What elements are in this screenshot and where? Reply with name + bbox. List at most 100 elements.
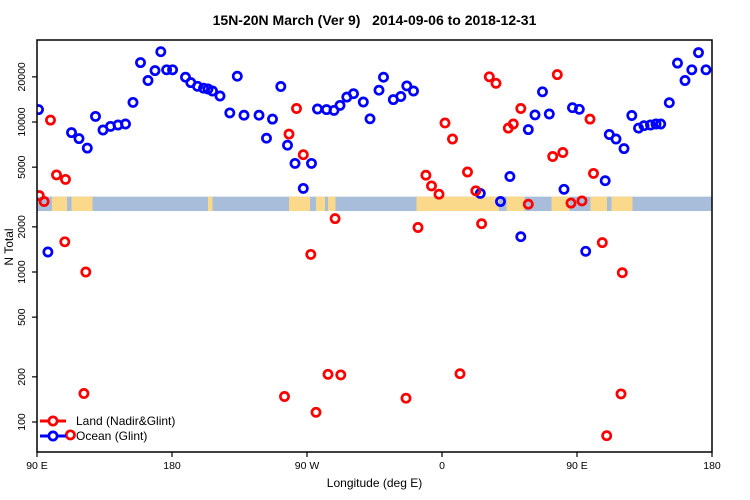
data-point-ocean xyxy=(364,113,376,125)
data-point-ocean xyxy=(700,64,712,76)
data-point-ocean xyxy=(650,118,662,130)
data-point-land xyxy=(515,103,527,114)
data-point-ocean xyxy=(573,103,585,115)
data-point-land xyxy=(329,213,341,225)
map-strip-land-segment xyxy=(71,196,93,212)
data-point-land xyxy=(400,392,412,404)
data-point-ocean xyxy=(231,70,243,82)
data-point-land xyxy=(59,236,71,248)
map-strip-land-segment xyxy=(52,196,67,212)
data-point-ocean xyxy=(626,110,638,121)
data-point-land xyxy=(476,218,488,230)
data-point-land xyxy=(439,117,451,129)
y-tick-label: 20000 xyxy=(16,62,28,91)
y-tick-label: 2000 xyxy=(16,215,28,239)
data-point-ocean xyxy=(672,57,683,69)
data-point-ocean xyxy=(161,64,173,76)
data-point-ocean xyxy=(610,133,622,145)
data-point-land xyxy=(588,167,599,179)
x-tick-label: 180 xyxy=(163,460,181,472)
map-strip-land-segment xyxy=(416,196,499,212)
data-point-ocean xyxy=(90,110,101,122)
data-point-ocean xyxy=(401,80,413,92)
data-point-land xyxy=(615,388,627,400)
data-point-ocean xyxy=(357,96,369,108)
data-point-land xyxy=(454,368,466,380)
data-point-land xyxy=(335,369,347,381)
data-point-ocean xyxy=(408,85,419,97)
map-strip-land-segment xyxy=(289,196,310,212)
data-point-land xyxy=(297,149,309,161)
data-point-land xyxy=(584,113,596,125)
map-strip-ocean xyxy=(37,196,712,212)
y-tick-label: 1000 xyxy=(16,260,28,284)
data-point-land xyxy=(576,195,588,207)
data-point-land xyxy=(483,71,495,83)
y-tick-label: 200 xyxy=(16,368,28,386)
data-point-ocean xyxy=(66,127,77,139)
y-tick-label: 100 xyxy=(16,413,28,431)
data-point-land xyxy=(522,198,534,210)
data-point-land xyxy=(596,237,608,249)
data-point-land xyxy=(412,222,424,233)
data-point-ocean xyxy=(522,124,534,136)
data-point-ocean xyxy=(81,142,93,154)
data-point-ocean xyxy=(693,47,704,59)
x-tick-label: 90 E xyxy=(26,460,48,472)
data-point-ocean xyxy=(42,246,54,258)
data-point-ocean xyxy=(238,109,250,121)
data-point-land xyxy=(322,368,334,380)
map-strip-land-segment xyxy=(316,196,325,212)
legend-label-ocean: Ocean (Glint) xyxy=(76,429,148,443)
plot-border xyxy=(36,39,713,453)
data-point-ocean xyxy=(686,64,698,76)
data-point-land xyxy=(433,188,445,200)
data-point-ocean xyxy=(149,65,161,77)
data-point-ocean xyxy=(289,157,301,169)
data-point-land xyxy=(38,196,50,207)
data-point-land xyxy=(470,185,482,197)
data-point-land xyxy=(279,391,290,402)
data-point-ocean xyxy=(395,91,407,102)
map-strip-land-segment xyxy=(551,196,570,212)
data-point-land xyxy=(51,169,62,181)
data-point-ocean xyxy=(348,88,359,100)
data-point-land xyxy=(60,173,71,185)
data-point-ocean xyxy=(663,97,675,109)
data-point-land xyxy=(80,266,92,278)
data-point-ocean xyxy=(334,99,346,111)
data-point-ocean xyxy=(207,85,218,97)
legend-marker-icon xyxy=(47,430,59,442)
data-point-ocean xyxy=(224,107,236,119)
data-point-land xyxy=(45,114,56,126)
map-strip-land-segment xyxy=(208,196,213,212)
data-point-ocean xyxy=(373,84,385,96)
data-point-ocean xyxy=(120,118,131,130)
map-strip-land-segment xyxy=(590,196,607,212)
data-point-ocean xyxy=(127,96,139,108)
map-strip-land-segment xyxy=(506,196,525,212)
data-point-ocean xyxy=(135,57,146,69)
data-point-ocean xyxy=(214,90,226,102)
data-point-ocean xyxy=(495,196,506,207)
data-point-ocean xyxy=(275,81,287,92)
data-point-land xyxy=(64,429,76,441)
data-point-ocean xyxy=(297,182,309,194)
map-strip-land-segment xyxy=(611,196,633,212)
data-point-ocean xyxy=(192,80,203,92)
data-point-land xyxy=(420,169,432,181)
data-point-ocean xyxy=(267,113,278,125)
x-tick-label: 0 xyxy=(439,460,445,472)
data-point-ocean xyxy=(618,143,630,155)
data-point-ocean xyxy=(253,109,265,121)
y-tick-label: 5000 xyxy=(16,155,28,179)
map-strip-land-segment xyxy=(328,196,336,212)
y-tick-label: 10000 xyxy=(16,107,28,136)
data-point-ocean xyxy=(638,120,650,132)
y-tick-label: 500 xyxy=(16,308,28,326)
data-point-ocean xyxy=(167,64,179,76)
data-point-ocean xyxy=(633,122,644,134)
data-point-land xyxy=(547,151,559,162)
chart-title: 15N-20N March (Ver 9) 2014-09-06 to 2018… xyxy=(212,12,537,28)
